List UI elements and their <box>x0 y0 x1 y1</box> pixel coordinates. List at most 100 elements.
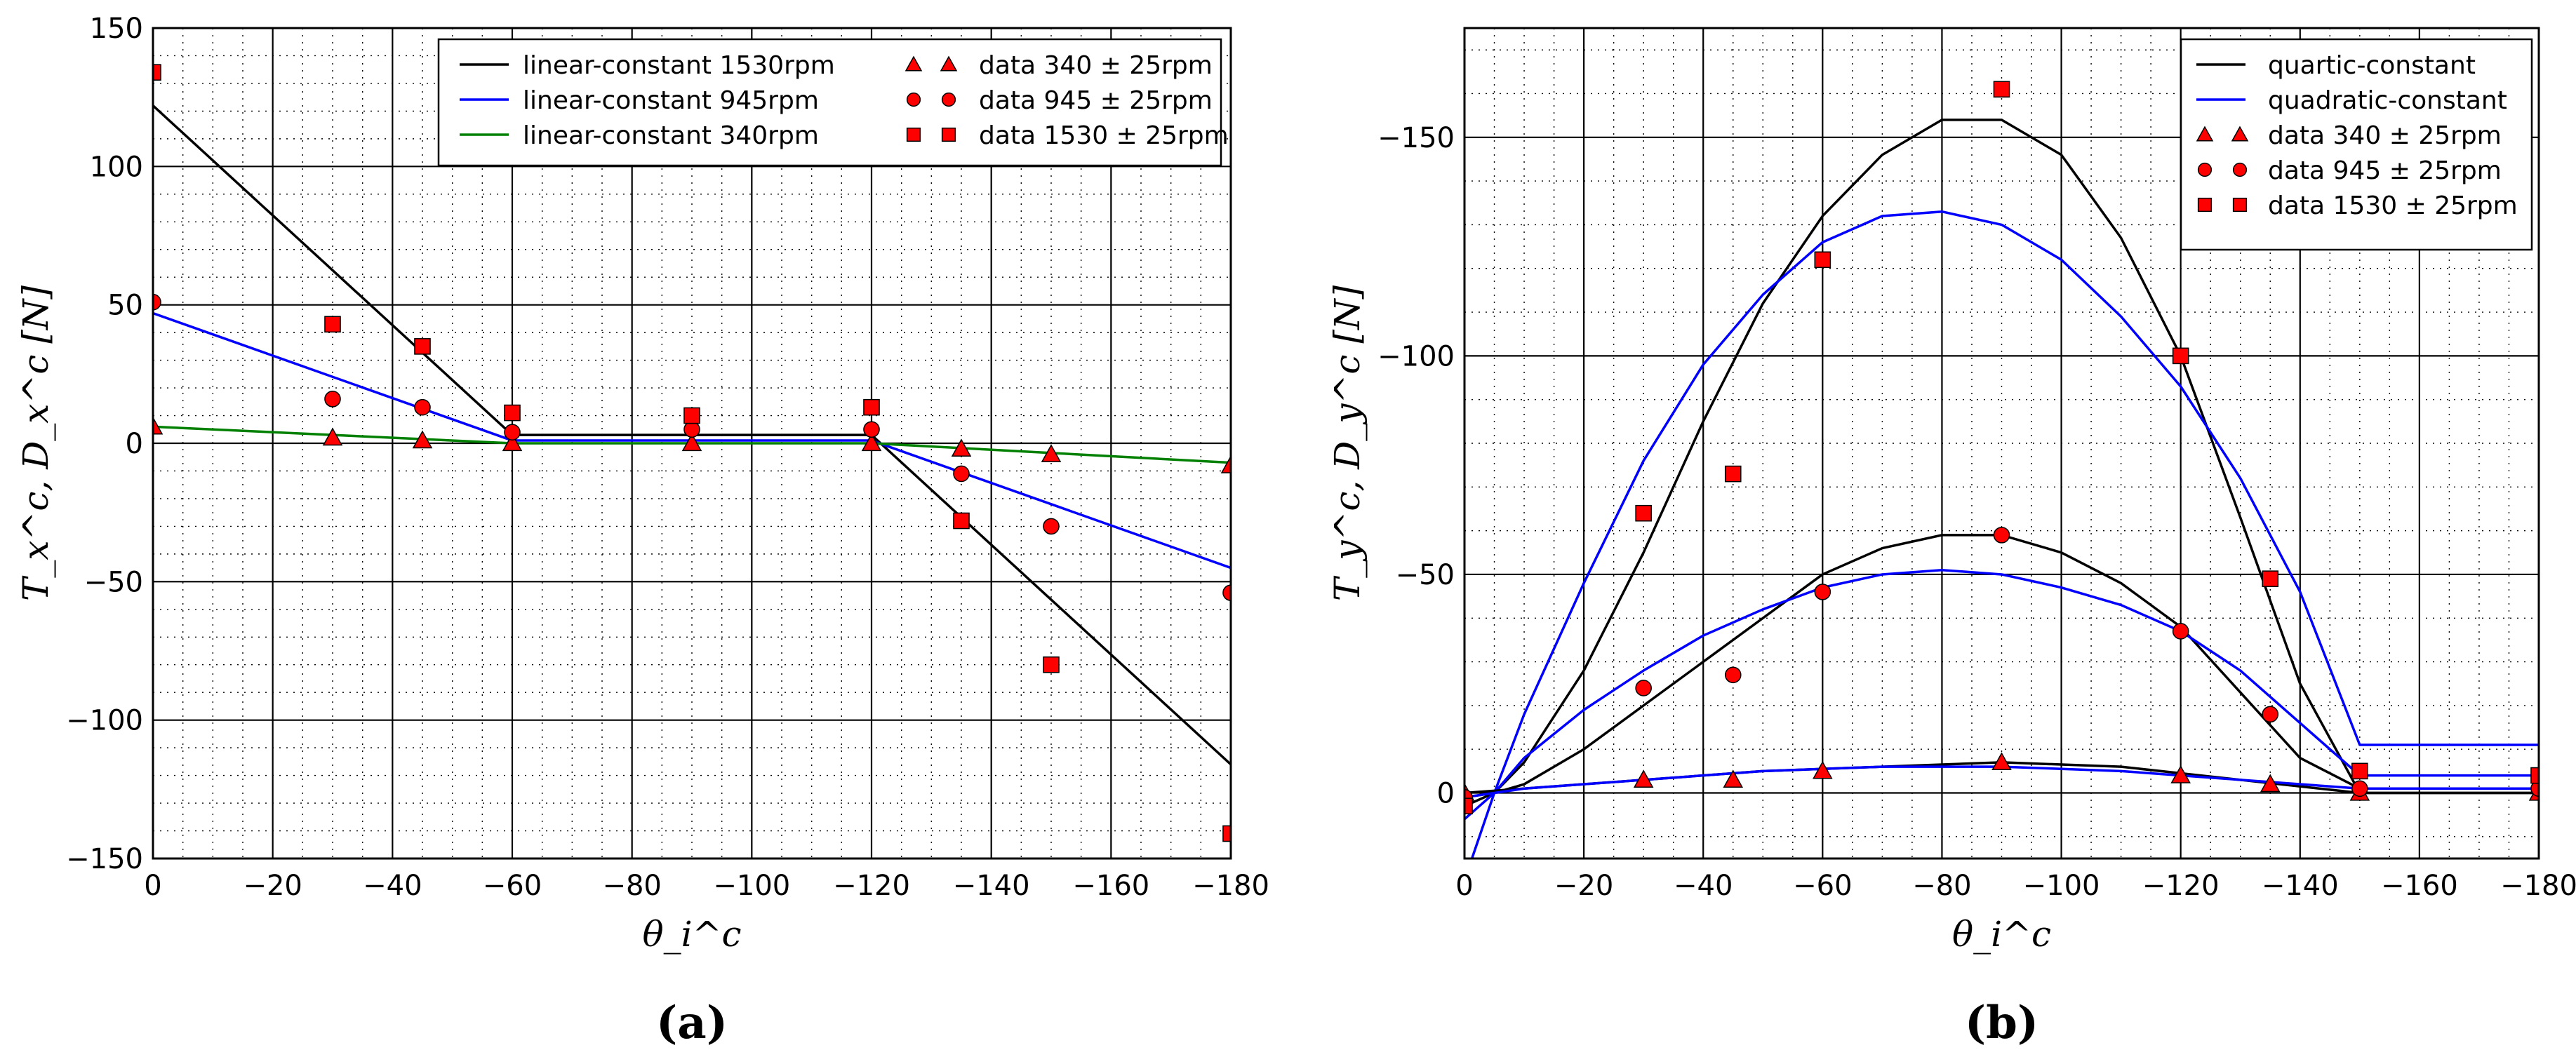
legend-item-data-340-25rpm: data 340 ± 25rpm <box>2196 121 2502 150</box>
legend-marker-square <box>941 127 956 142</box>
y-tick-label: 150 <box>90 13 143 45</box>
data-point-square <box>863 398 880 416</box>
x-axis-label: θ_i^c <box>1952 914 2051 955</box>
plot-area <box>153 64 1231 842</box>
data-point-circle <box>324 391 341 408</box>
legend-item-quadratic-constant: quadratic-constant <box>2196 86 2507 115</box>
data-point-circle <box>2172 623 2189 640</box>
x-tick-label: −120 <box>833 870 910 902</box>
data-point-circle <box>504 424 521 441</box>
legend-label: linear-constant 340rpm <box>523 121 819 150</box>
legend-label: linear-constant 1530rpm <box>523 51 835 80</box>
legend-marker-circle <box>906 92 921 107</box>
data-point-triangle <box>1723 769 1744 788</box>
legend-marker-square <box>906 127 921 142</box>
legend-label: data 340 ± 25rpm <box>979 51 1213 80</box>
x-axis-label: θ_i^c <box>643 914 742 955</box>
chart-panel-b: 0 −20 −40 −60 −80 −100 −120 −140 −160 −180 0 −50 −10… <box>1327 27 2576 1049</box>
legend-label: linear-constant 945rpm <box>523 86 819 115</box>
data-point-square <box>504 404 521 422</box>
y-axis-label: T_x^c, D_x^c [N] <box>15 285 56 601</box>
y-axis-label: T_y^c, D_y^c [N] <box>1327 285 1368 601</box>
x-tick-label: −60 <box>483 870 542 902</box>
series-line-quadratic-constant-340rpm <box>1464 765 2539 799</box>
x-tick-label: −120 <box>2142 870 2220 902</box>
data-point-triangle <box>2260 774 2281 793</box>
data-point-triangle <box>681 433 702 452</box>
x-tick-label: −60 <box>1793 870 1852 902</box>
data-point-circle <box>153 293 161 311</box>
series-line-quartic-constant-1530rpm <box>1464 119 2539 807</box>
series-line-quadratic-constant-945rpm <box>1464 568 2539 821</box>
plot-area <box>1464 81 2539 859</box>
data-point-circle <box>1814 584 1831 600</box>
panel-label: (b) <box>1965 997 2038 1049</box>
legend-item-quartic-constant: quartic-constant <box>2196 51 2476 80</box>
x-tick-label: −20 <box>1554 870 1613 902</box>
legend-item-data-945-25rpm: data 945 ± 25rpm <box>2197 156 2502 185</box>
data-point-circle <box>1724 666 1742 684</box>
data-point-square <box>683 407 700 424</box>
series-line-quartic-constant-945rpm <box>1464 534 2539 799</box>
legend-item-data-1530-25rpm: data 1530 ± 25rpm <box>906 121 1229 150</box>
data-point-triangle <box>861 433 882 452</box>
y-tick-label: −100 <box>66 705 143 737</box>
y-tick-label: −50 <box>84 566 143 598</box>
legend-item-linear-constant-1530rpm: linear-constant 1530rpm <box>460 51 835 80</box>
legend-marker-square <box>2197 197 2213 213</box>
legend-label: quartic-constant <box>2268 51 2476 80</box>
x-tick-label: −80 <box>602 870 661 902</box>
plot-frame <box>1463 27 2540 860</box>
legend-box <box>2180 38 2533 251</box>
legend-marker-circle <box>941 92 956 107</box>
data-point-circle <box>2262 706 2279 723</box>
data-point-triangle <box>412 430 433 449</box>
data-point-square <box>414 338 431 355</box>
x-tick-label: −180 <box>1192 870 1269 902</box>
legend-item-data-1530-25rpm: data 1530 ± 25rpm <box>2197 191 2518 220</box>
x-tick-label: −40 <box>363 870 422 902</box>
legend-marker-triangle <box>940 55 958 72</box>
x-tick-label: −100 <box>713 870 790 902</box>
x-tick-label: −40 <box>1674 870 1733 902</box>
legend-item-data-945-25rpm: data 945 ± 25rpm <box>906 86 1213 115</box>
data-point-circle <box>2351 780 2368 797</box>
data-point-square <box>1464 797 1473 815</box>
data-point-square <box>2172 347 2189 365</box>
x-tick-label: −20 <box>243 870 302 902</box>
data-point-square <box>324 316 341 333</box>
data-point-triangle <box>951 438 972 457</box>
data-point-square <box>1724 465 1742 483</box>
x-tick-label: −180 <box>2500 870 2576 902</box>
x-tick-label: −80 <box>1912 870 1971 902</box>
y-tick-label: 100 <box>90 151 143 183</box>
y-tick-label: 0 <box>1437 778 1455 810</box>
legend-marker-triangle <box>2196 126 2214 142</box>
y-tick-label: −100 <box>1377 340 1455 372</box>
legend-marker-circle <box>2197 162 2213 177</box>
series-line-quadratic-constant-1530rpm <box>1470 210 2539 859</box>
data-point-triangle <box>1041 444 1062 462</box>
legend-label: data 1530 ± 25rpm <box>2268 191 2518 220</box>
data-point-circle <box>1043 518 1060 535</box>
data-point-triangle <box>1633 769 1654 788</box>
legend: quartic-constant quadratic-constant data 3… <box>2180 38 2533 251</box>
x-tick-label: −140 <box>953 870 1030 902</box>
y-tick-label: 50 <box>107 290 143 322</box>
x-tick-label: 0 <box>1455 870 1473 902</box>
data-point-square <box>1814 251 1831 269</box>
legend-label: data 340 ± 25rpm <box>2268 121 2502 150</box>
y-tick-label: 0 <box>126 428 143 460</box>
legend-marker-triangle <box>905 55 923 72</box>
data-point-square <box>2262 570 2279 587</box>
data-point-triangle <box>2170 765 2191 783</box>
x-tick-label: −160 <box>1072 870 1149 902</box>
data-point-square <box>1635 504 1652 522</box>
legend-box <box>437 38 1222 167</box>
data-point-square <box>1993 81 2010 98</box>
chart-panel-a: 0 −20 −40 −60 −80 −100 −120 −140 −160 −180 −150 −10… <box>15 13 1269 1049</box>
y-tick-label: −150 <box>1377 122 1455 154</box>
data-point-circle <box>683 421 700 438</box>
y-tick-label: −150 <box>66 843 143 875</box>
data-point-circle <box>1993 527 2010 544</box>
